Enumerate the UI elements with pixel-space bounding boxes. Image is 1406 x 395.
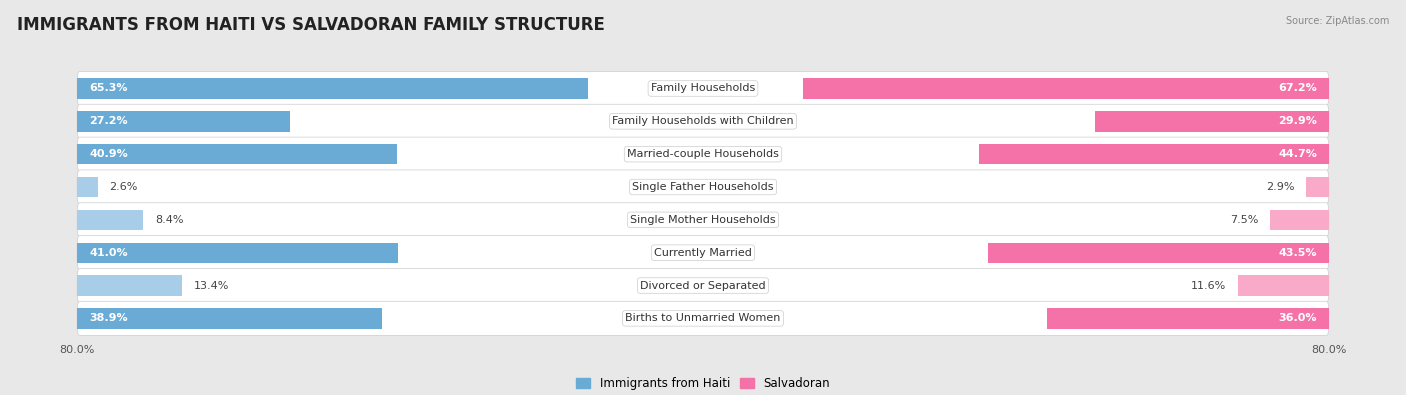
FancyBboxPatch shape bbox=[77, 71, 1329, 105]
Text: 43.5%: 43.5% bbox=[1278, 248, 1317, 258]
Text: 44.7%: 44.7% bbox=[1278, 149, 1317, 159]
Text: 2.9%: 2.9% bbox=[1265, 182, 1295, 192]
FancyBboxPatch shape bbox=[77, 235, 1329, 270]
Text: 67.2%: 67.2% bbox=[1278, 83, 1317, 94]
Text: Single Mother Households: Single Mother Households bbox=[630, 215, 776, 225]
Bar bbox=[988, 243, 1329, 263]
Bar bbox=[77, 111, 290, 132]
Bar bbox=[1270, 210, 1329, 230]
FancyBboxPatch shape bbox=[77, 203, 1329, 237]
Bar bbox=[77, 78, 588, 99]
FancyBboxPatch shape bbox=[77, 137, 1329, 171]
Text: 11.6%: 11.6% bbox=[1191, 280, 1226, 290]
Text: Single Father Households: Single Father Households bbox=[633, 182, 773, 192]
Bar bbox=[77, 243, 398, 263]
Bar bbox=[803, 78, 1329, 99]
Bar bbox=[77, 210, 143, 230]
Text: 27.2%: 27.2% bbox=[89, 117, 128, 126]
FancyBboxPatch shape bbox=[77, 170, 1329, 204]
Text: Currently Married: Currently Married bbox=[654, 248, 752, 258]
Text: 41.0%: 41.0% bbox=[89, 248, 128, 258]
Text: Family Households with Children: Family Households with Children bbox=[612, 117, 794, 126]
Text: Source: ZipAtlas.com: Source: ZipAtlas.com bbox=[1285, 16, 1389, 26]
Text: 13.4%: 13.4% bbox=[194, 280, 229, 290]
Text: 8.4%: 8.4% bbox=[155, 215, 183, 225]
Text: Births to Unmarried Women: Births to Unmarried Women bbox=[626, 313, 780, 324]
Bar bbox=[77, 144, 398, 164]
Bar bbox=[1095, 111, 1329, 132]
Bar bbox=[77, 275, 183, 296]
FancyBboxPatch shape bbox=[77, 104, 1329, 138]
Text: 40.9%: 40.9% bbox=[89, 149, 128, 159]
Text: 36.0%: 36.0% bbox=[1278, 313, 1317, 324]
Text: 2.6%: 2.6% bbox=[110, 182, 138, 192]
Text: Divorced or Separated: Divorced or Separated bbox=[640, 280, 766, 290]
Bar bbox=[77, 308, 381, 329]
Bar bbox=[1237, 275, 1329, 296]
Text: 7.5%: 7.5% bbox=[1230, 215, 1258, 225]
Text: 29.9%: 29.9% bbox=[1278, 117, 1317, 126]
Text: Family Households: Family Households bbox=[651, 83, 755, 94]
Bar bbox=[1306, 177, 1329, 197]
Text: IMMIGRANTS FROM HAITI VS SALVADORAN FAMILY STRUCTURE: IMMIGRANTS FROM HAITI VS SALVADORAN FAMI… bbox=[17, 16, 605, 34]
Text: Married-couple Households: Married-couple Households bbox=[627, 149, 779, 159]
Bar bbox=[979, 144, 1329, 164]
FancyBboxPatch shape bbox=[77, 269, 1329, 303]
Bar bbox=[1047, 308, 1329, 329]
FancyBboxPatch shape bbox=[77, 301, 1329, 335]
Legend: Immigrants from Haiti, Salvadoran: Immigrants from Haiti, Salvadoran bbox=[572, 374, 834, 394]
Bar bbox=[77, 177, 97, 197]
Text: 65.3%: 65.3% bbox=[89, 83, 128, 94]
Text: 38.9%: 38.9% bbox=[89, 313, 128, 324]
